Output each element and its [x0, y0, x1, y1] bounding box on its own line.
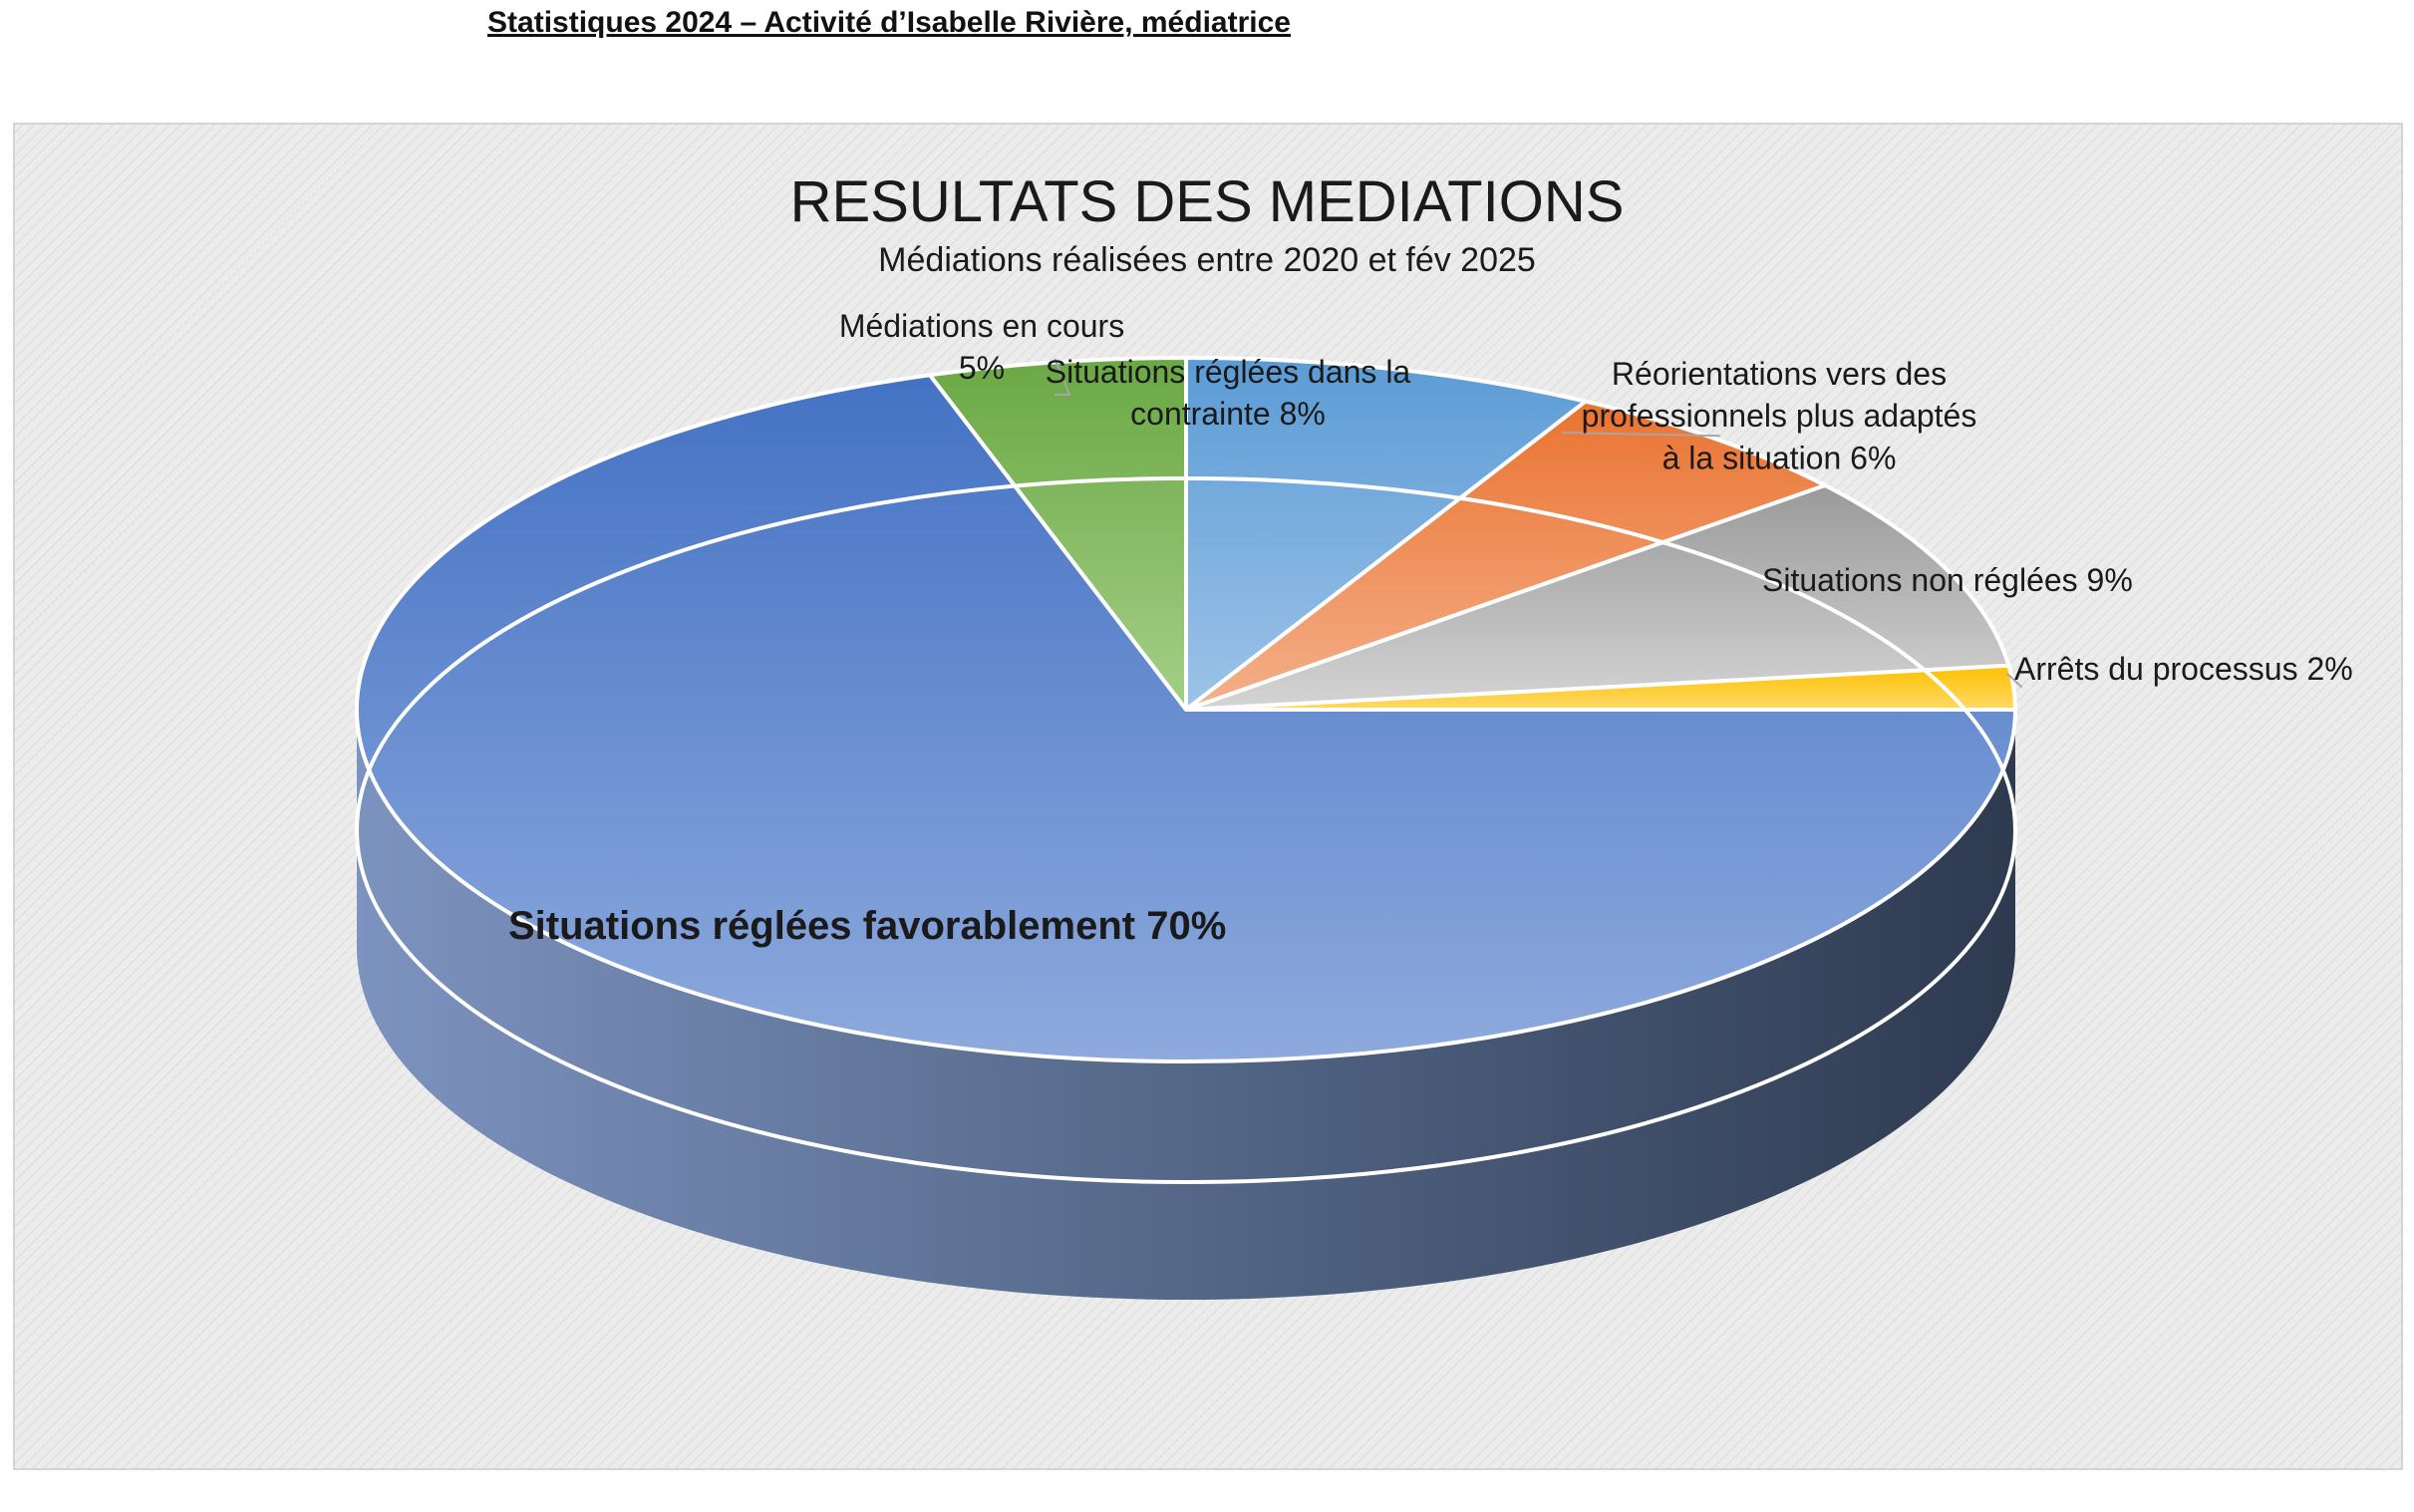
pie-slice-reorientations [1184, 399, 1828, 712]
chart-title: RESULTATS DES MEDIATIONS [790, 169, 1625, 234]
pie-slice-reglees-favorablement [355, 373, 2017, 1064]
pie-rim [355, 476, 2017, 1184]
leader-line-reorientations [1561, 432, 1720, 438]
chart-subtitle: Médiations réalisées entre 2020 et fév 2… [878, 241, 1536, 279]
leader-line-arrets-processus [2006, 673, 2023, 689]
label-arrets-processus: Arrêts du processus 2% [2014, 651, 2353, 687]
label-mediations-en-cours: Médiations en cours 5% [839, 308, 1124, 386]
label-reglees-favorablement: Situations réglées favorablement 70% [508, 904, 1226, 948]
pie-side-wall [357, 710, 2015, 1300]
label-reorientations: Réorientations vers des professionnels pl… [1582, 356, 1977, 475]
label-non-reglees: Situations non réglées 9% [1762, 562, 2133, 598]
label-reglees-contrainte: Situations réglées dans la contrainte 8% [1046, 354, 1411, 432]
pie-slice-reglees-contrainte [1184, 356, 1588, 712]
pie-slice-non-reglees [1184, 483, 2011, 712]
page-title: Statistiques 2024 – Activité d’Isabelle … [487, 6, 1291, 39]
leader-line-mediations-en-cours [1054, 358, 1071, 396]
